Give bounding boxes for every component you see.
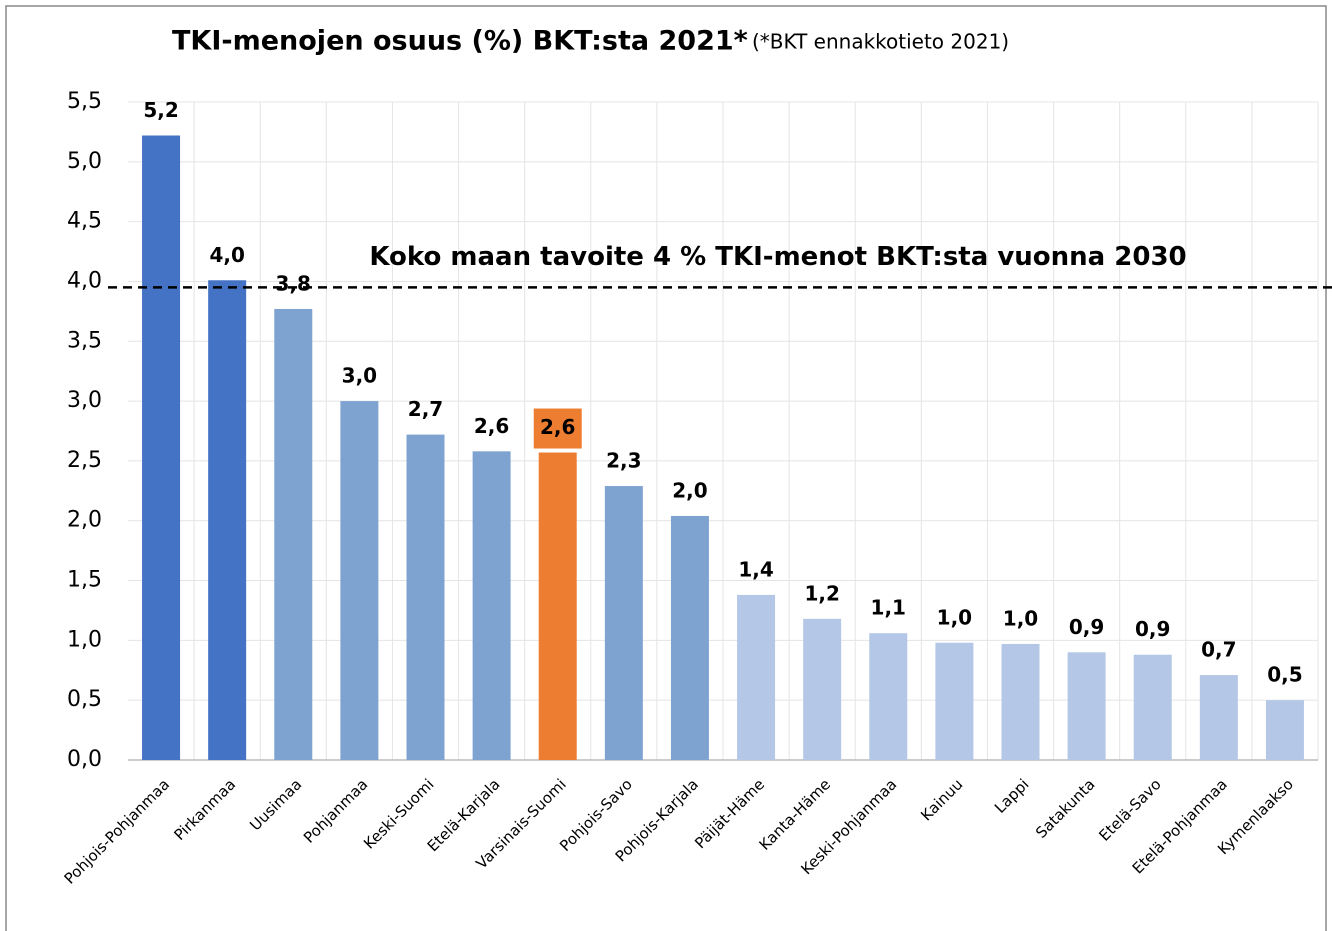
bar [208, 280, 247, 760]
y-tick-label: 0,0 [67, 747, 102, 772]
bar [406, 434, 445, 760]
bar [670, 515, 709, 760]
bar [142, 135, 181, 761]
bar [472, 451, 511, 760]
chart-border [5, 5, 1327, 931]
bar [1001, 643, 1040, 760]
bar [737, 594, 776, 760]
bar [1133, 654, 1172, 760]
value-label: 2,7 [408, 397, 443, 421]
y-tick-label: 2,0 [67, 508, 102, 533]
y-tick-label: 3,5 [67, 328, 102, 353]
y-tick-label: 2,5 [67, 448, 102, 473]
y-tick-label: 1,5 [67, 568, 102, 593]
value-label: 1,1 [871, 596, 906, 620]
value-label: 2,6 [474, 414, 509, 438]
bar [869, 633, 908, 760]
y-tick-label: 5,5 [67, 89, 102, 114]
value-label: 2,6 [540, 415, 575, 439]
value-label: 1,0 [1003, 606, 1038, 630]
bar [1067, 652, 1106, 760]
y-tick-label: 1,0 [67, 627, 102, 652]
x-tick-label: Pohjois-Pohjanmaa [61, 775, 173, 887]
value-label: 5,2 [143, 98, 178, 122]
y-tick-label: 4,0 [67, 268, 102, 293]
y-tick-label: 3,0 [67, 388, 102, 413]
value-label: 2,0 [672, 478, 707, 502]
reference-label: Koko maan tavoite 4 % TKI-menot BKT:sta … [369, 242, 1186, 272]
y-tick-label: 0,5 [67, 687, 102, 712]
value-label: 2,3 [606, 449, 641, 473]
bar [803, 618, 842, 760]
chart-subtitle: (*BKT ennakkotieto 2021) [752, 30, 1009, 54]
value-label: 3,0 [342, 364, 377, 388]
chart-title: TKI-menojen osuus (%) BKT:sta 2021* [172, 26, 748, 57]
value-label: 0,9 [1135, 617, 1170, 641]
bar [604, 486, 643, 760]
bar [1265, 700, 1304, 760]
bar [340, 401, 379, 760]
value-label-box [533, 408, 582, 449]
value-label: 4,0 [209, 243, 244, 267]
x-tick-label: Etelä-Savo [1095, 775, 1164, 844]
value-label: 0,9 [1069, 615, 1104, 639]
value-label: 0,7 [1201, 638, 1236, 662]
bar [538, 452, 577, 760]
value-label: 1,2 [804, 581, 839, 605]
x-tick-label: Pirkanmaa [170, 775, 239, 844]
x-tick-label: Pohjanmaa [300, 775, 371, 846]
x-tick-label: Kainuu [917, 775, 966, 824]
value-label: 1,0 [937, 605, 972, 629]
y-tick-label: 4,5 [67, 209, 102, 234]
bar [935, 642, 974, 760]
y-tick-label: 5,0 [67, 149, 102, 174]
bar [1199, 675, 1238, 760]
value-label: 0,5 [1267, 663, 1302, 687]
value-label: 1,4 [738, 557, 773, 581]
bar [274, 308, 313, 760]
value-label: 3,8 [276, 271, 311, 295]
x-tick-label: Uusimaa [246, 775, 305, 834]
x-tick-label: Satakunta [1032, 775, 1099, 842]
x-tick-label: Lappi [991, 775, 1033, 817]
